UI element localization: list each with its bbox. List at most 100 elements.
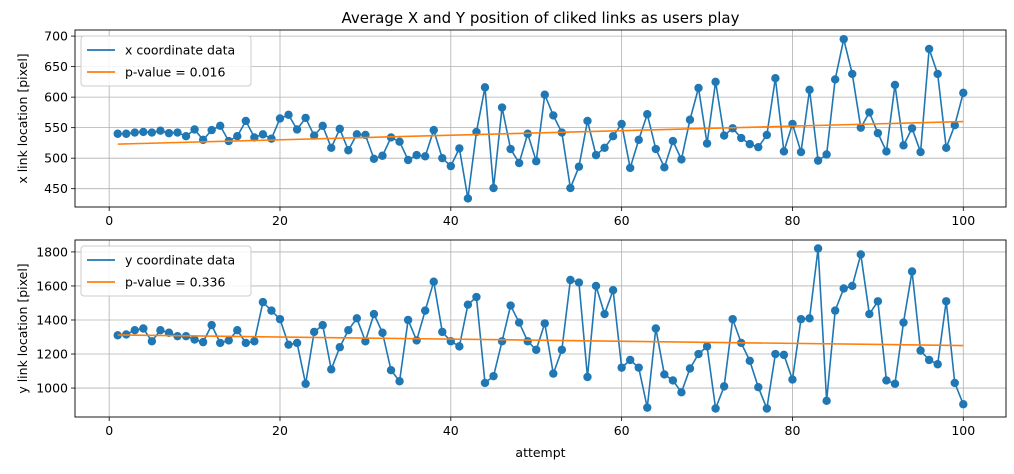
x-data-point <box>173 128 182 137</box>
x-data-point <box>865 108 874 117</box>
y-data-point <box>839 284 848 293</box>
y-data-point <box>873 297 883 306</box>
y-data-point <box>233 326 242 335</box>
y-data-point <box>309 327 319 337</box>
x-tick-label: 60 <box>614 423 630 438</box>
x-data-point <box>907 124 917 133</box>
y-data-point <box>267 306 276 315</box>
y-data-point <box>275 314 285 324</box>
y-data-point <box>292 338 302 348</box>
y-data-point <box>557 345 567 354</box>
y-data-point <box>301 379 310 389</box>
y-data-point <box>668 376 678 385</box>
y-data-point <box>813 244 823 253</box>
x-data-point <box>267 134 276 143</box>
x-data-point <box>779 147 789 156</box>
x-data-point <box>617 119 626 129</box>
y-data-point <box>583 372 592 382</box>
y-data-point <box>352 314 362 323</box>
y-data-point <box>540 319 549 328</box>
x-coordinate-series-line <box>117 38 965 199</box>
x-tick-label: 20 <box>272 213 288 228</box>
y-data-point <box>395 377 404 386</box>
x-data-point <box>292 125 302 134</box>
x-data-point <box>762 130 772 140</box>
y-data-point <box>378 328 387 337</box>
x-data-point <box>549 111 558 120</box>
x-data-point <box>924 44 934 54</box>
x-data-point <box>574 162 584 171</box>
x-data-point <box>420 152 430 161</box>
x-data-point <box>489 183 498 193</box>
axes-frame <box>74 29 1007 208</box>
legend-box <box>80 245 252 297</box>
y-data-point <box>216 338 225 348</box>
x-tick-label: 100 <box>951 213 975 228</box>
y-data-point <box>147 337 157 346</box>
x-data-point <box>942 143 951 152</box>
x-data-point <box>455 144 464 153</box>
x-data-point <box>156 126 165 135</box>
x-data-point <box>403 155 413 165</box>
y-data-point <box>942 297 951 306</box>
legend-box <box>80 35 252 87</box>
x-tick-label: 60 <box>614 213 630 228</box>
y-tick-label: 1800 <box>36 244 68 259</box>
y-data-point <box>190 335 199 344</box>
x-data-point <box>600 143 609 152</box>
y-data-point <box>916 346 925 355</box>
x-data-point <box>352 130 362 139</box>
y-data-point <box>139 324 148 333</box>
y-data-point <box>455 342 464 351</box>
y-data-point <box>890 379 900 389</box>
x-tick-label: 80 <box>785 423 801 438</box>
x-data-point <box>719 131 729 140</box>
x-data-point <box>241 116 251 126</box>
y-tick-label: 600 <box>44 90 68 105</box>
y-data-point <box>719 382 729 391</box>
x-data-point <box>344 146 353 155</box>
x-data-point <box>514 158 524 168</box>
x-data-point <box>660 163 669 172</box>
y-data-point <box>420 306 430 315</box>
x-data-point <box>250 133 259 142</box>
y-data-point <box>600 309 609 319</box>
x-data-point <box>882 147 891 156</box>
y-coordinate-series-line <box>117 248 965 412</box>
x-data-point <box>890 80 900 90</box>
y-data-point <box>429 277 438 286</box>
x-data-point <box>497 103 507 112</box>
x-data-point <box>113 129 122 138</box>
x-position-panel: 0 20 40 60 80 100 450 500 550 600 650 700 x link loc… <box>15 9 1007 228</box>
x-data-point <box>284 110 293 120</box>
y-data-point <box>224 336 233 345</box>
y-data-point <box>617 363 626 372</box>
x-data-point <box>591 150 601 160</box>
x-data-point <box>335 124 344 134</box>
y-data-point <box>848 281 857 291</box>
y-data-point <box>745 356 754 366</box>
y-data-point <box>403 315 413 325</box>
x-data-point <box>634 135 643 145</box>
y-data-point <box>711 404 720 413</box>
y-data-point <box>754 383 763 392</box>
y-data-point <box>207 320 216 330</box>
x-tick-label: 100 <box>951 423 975 438</box>
y-tick-label: 1200 <box>36 347 68 362</box>
x-tick-label: 0 <box>105 213 113 228</box>
x-data-point <box>643 110 652 119</box>
x-data-point <box>711 77 720 87</box>
y-tick-label: 1600 <box>36 278 68 293</box>
y-data-point <box>728 314 737 324</box>
y-data-point <box>318 320 327 330</box>
x-data-point <box>327 143 336 152</box>
y-data-point <box>532 345 541 354</box>
y-data-point <box>856 250 865 259</box>
y-tick-label: 700 <box>44 29 68 44</box>
x-data-point <box>122 129 131 138</box>
x-data-point <box>480 83 490 92</box>
y-data-point <box>335 343 344 352</box>
x-data-point <box>651 144 661 154</box>
